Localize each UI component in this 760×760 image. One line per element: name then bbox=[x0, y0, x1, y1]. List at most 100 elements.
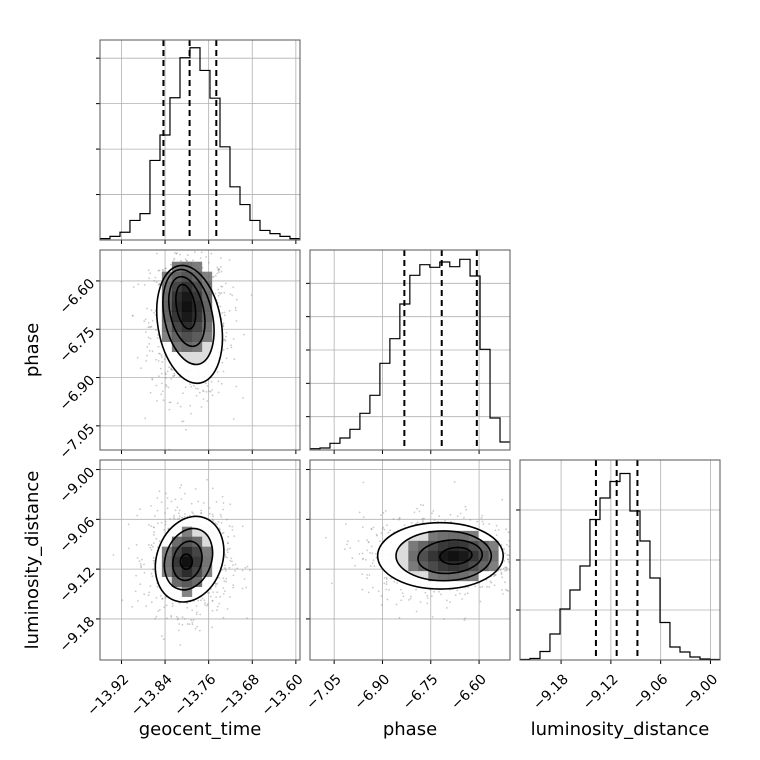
sample-point bbox=[161, 635, 163, 637]
density-cell bbox=[181, 576, 193, 587]
sample-point bbox=[242, 397, 244, 399]
density-cell bbox=[181, 556, 193, 567]
density-cell bbox=[478, 540, 489, 552]
sample-point bbox=[325, 536, 327, 539]
sample-point bbox=[507, 561, 510, 563]
sample-point bbox=[170, 616, 173, 618]
sample-point bbox=[150, 544, 153, 547]
sample-point bbox=[211, 518, 214, 521]
sample-point bbox=[224, 553, 227, 556]
sample-point bbox=[164, 377, 167, 380]
sample-point bbox=[401, 592, 404, 594]
sample-point bbox=[415, 610, 418, 613]
sample-point bbox=[433, 519, 436, 521]
sample-point bbox=[184, 246, 186, 248]
density-cell bbox=[171, 576, 183, 587]
sample-point bbox=[159, 352, 161, 355]
sample-point bbox=[151, 319, 154, 322]
hist-step-phase bbox=[310, 258, 510, 450]
sample-point bbox=[413, 511, 416, 514]
sample-point bbox=[216, 591, 219, 594]
sample-point bbox=[505, 528, 507, 531]
sample-point bbox=[173, 374, 176, 377]
sample-point bbox=[156, 497, 159, 499]
sample-point bbox=[377, 590, 380, 593]
sample-point bbox=[222, 508, 225, 511]
density-cell bbox=[181, 311, 193, 322]
sample-point bbox=[308, 512, 310, 514]
sample-point bbox=[150, 309, 153, 312]
sample-point bbox=[143, 284, 146, 286]
sample-point bbox=[245, 586, 248, 589]
density-cell bbox=[171, 321, 183, 332]
sample-point bbox=[178, 623, 181, 625]
sample-point bbox=[218, 291, 220, 294]
sample-point bbox=[176, 618, 179, 621]
sample-point bbox=[140, 564, 143, 567]
sample-point bbox=[161, 268, 164, 271]
scatter-panel-geocent_time-luminosity_distance bbox=[96, 459, 301, 664]
density-cell bbox=[448, 540, 459, 552]
sample-point bbox=[235, 309, 237, 311]
sample-point bbox=[231, 525, 234, 528]
sample-point bbox=[178, 515, 181, 517]
sample-point bbox=[167, 386, 170, 389]
contour-line-0 bbox=[154, 515, 225, 603]
sample-point bbox=[246, 565, 249, 568]
sample-point bbox=[155, 537, 158, 540]
sample-point bbox=[144, 417, 147, 420]
sample-point bbox=[223, 291, 226, 294]
y-tick-label: −6.75 bbox=[57, 324, 99, 366]
sample-point bbox=[160, 393, 163, 396]
sample-point bbox=[476, 520, 479, 523]
sample-point bbox=[153, 533, 155, 536]
sample-point bbox=[186, 606, 189, 609]
sample-point bbox=[536, 557, 538, 559]
sample-point bbox=[511, 550, 513, 552]
sample-point bbox=[204, 602, 207, 604]
sample-point bbox=[135, 574, 138, 577]
sample-point bbox=[248, 569, 251, 572]
sample-point bbox=[241, 525, 244, 528]
sample-point bbox=[232, 338, 235, 340]
panel-frame bbox=[309, 459, 511, 661]
sample-point bbox=[199, 257, 202, 259]
sample-point bbox=[225, 577, 228, 580]
sample-point bbox=[146, 354, 148, 357]
density-cell bbox=[191, 341, 203, 352]
sample-point bbox=[132, 314, 134, 317]
sample-point bbox=[506, 589, 509, 592]
sample-point bbox=[183, 618, 186, 620]
sample-point bbox=[214, 274, 217, 277]
sample-point bbox=[449, 513, 452, 516]
sample-point bbox=[526, 551, 528, 553]
sample-point bbox=[415, 588, 417, 591]
sample-point bbox=[214, 292, 217, 295]
sample-point bbox=[217, 521, 220, 523]
sample-point bbox=[186, 623, 189, 625]
x-tick-label: −13.92 bbox=[84, 671, 132, 719]
contour-line-2 bbox=[171, 540, 203, 582]
sample-point bbox=[493, 584, 496, 587]
sample-point bbox=[201, 237, 203, 239]
sample-point bbox=[199, 613, 202, 616]
density-cell bbox=[458, 570, 469, 582]
sample-point bbox=[153, 280, 156, 282]
x-tick-label: −6.90 bbox=[352, 671, 394, 713]
density-cell bbox=[161, 281, 173, 292]
sample-point bbox=[382, 526, 385, 529]
sample-point bbox=[197, 500, 200, 503]
sample-point bbox=[179, 259, 182, 262]
sample-point bbox=[225, 335, 227, 338]
sample-point bbox=[183, 513, 186, 515]
sample-point bbox=[243, 333, 245, 336]
sample-point bbox=[206, 604, 209, 607]
sample-point bbox=[152, 542, 155, 544]
sample-point bbox=[198, 391, 201, 394]
sample-point bbox=[503, 548, 506, 550]
density-cell bbox=[191, 311, 203, 322]
sample-point bbox=[236, 567, 239, 570]
sample-point bbox=[427, 597, 429, 599]
sample-point bbox=[193, 251, 196, 254]
sample-point bbox=[222, 349, 225, 351]
